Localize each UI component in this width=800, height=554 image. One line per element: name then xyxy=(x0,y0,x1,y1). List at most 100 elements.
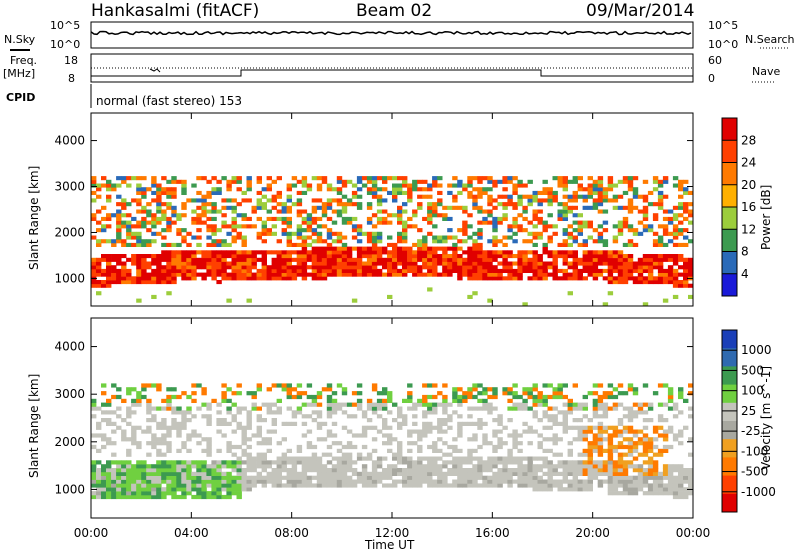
velocity-cell xyxy=(186,471,192,476)
power-cell xyxy=(447,183,453,188)
velocity-cell xyxy=(567,468,573,473)
velocity-cell xyxy=(131,425,137,430)
power-cell xyxy=(91,213,97,218)
velocity-cell xyxy=(547,394,553,400)
power-cell xyxy=(462,220,468,225)
velocity-cell xyxy=(321,475,328,480)
velocity-cell xyxy=(351,414,358,419)
power-cell xyxy=(106,261,112,266)
velocity-cell xyxy=(156,406,162,411)
velocity-cell xyxy=(146,491,152,496)
power-cell xyxy=(226,179,232,184)
power-cell xyxy=(532,257,538,262)
power-cell xyxy=(306,220,313,225)
power-cell xyxy=(141,205,147,210)
power-cell xyxy=(467,272,473,277)
power-cell xyxy=(512,183,518,188)
power-cell xyxy=(477,242,483,247)
power-cell xyxy=(457,268,463,273)
power-cell xyxy=(246,276,252,281)
power-cell xyxy=(457,254,463,259)
power-cell xyxy=(602,198,609,203)
power-cell xyxy=(612,261,619,266)
velocity-cell xyxy=(607,437,614,442)
power-cell xyxy=(517,228,523,233)
velocity-cell xyxy=(336,475,343,480)
power-cell xyxy=(351,246,358,251)
power-cell xyxy=(497,254,503,259)
power-cell xyxy=(683,190,689,195)
power-cell xyxy=(151,257,157,262)
power-cell xyxy=(121,220,127,225)
velocity-cell xyxy=(562,487,568,492)
power-cell xyxy=(346,216,353,221)
power-cell xyxy=(331,209,338,214)
power-cell xyxy=(497,250,503,255)
power-cell xyxy=(552,231,558,236)
power-cell xyxy=(417,265,423,270)
power-cell xyxy=(482,268,488,273)
power-cell xyxy=(582,250,588,255)
velocity-cell xyxy=(552,418,558,423)
power-cell xyxy=(376,235,383,240)
velocity-cell xyxy=(587,441,593,446)
velocity-cell xyxy=(412,475,418,480)
power-cell xyxy=(402,261,408,266)
velocity-cell xyxy=(402,483,408,488)
velocity-cell xyxy=(452,448,458,453)
velocity-cell xyxy=(622,429,629,434)
power-cell xyxy=(176,254,182,259)
power-cell xyxy=(191,198,197,203)
velocity-cell xyxy=(647,471,654,476)
velocity-cell xyxy=(191,429,197,434)
power-cell xyxy=(181,228,187,233)
velocity-cell xyxy=(241,429,247,434)
power-cell xyxy=(572,272,578,277)
power-cell xyxy=(161,235,167,240)
power-cell xyxy=(211,209,217,214)
power-cell xyxy=(266,272,272,277)
velocity-cell xyxy=(587,391,593,396)
velocity-cell xyxy=(447,425,453,430)
velocity-cell xyxy=(291,464,298,469)
power-cell xyxy=(371,250,378,255)
power-cell xyxy=(161,213,167,218)
power-ytick-label: 3000 xyxy=(54,180,85,194)
velocity-cell xyxy=(657,425,664,430)
velocity-cell xyxy=(126,421,132,426)
power-cell xyxy=(683,216,689,221)
velocity-cbar-segment xyxy=(722,457,737,477)
velocity-cell xyxy=(346,468,353,473)
velocity-cell xyxy=(537,394,543,400)
velocity-cell xyxy=(206,421,212,426)
power-cell xyxy=(517,202,523,207)
power-cell xyxy=(326,198,333,203)
velocity-cell xyxy=(186,491,192,496)
velocity-cell xyxy=(356,402,363,407)
velocity-cell xyxy=(642,448,649,453)
velocity-cell xyxy=(467,456,473,461)
velocity-cell xyxy=(291,468,298,473)
power-cell xyxy=(557,176,563,181)
power-cell xyxy=(271,268,277,273)
velocity-cell xyxy=(126,479,132,484)
power-cell xyxy=(141,265,147,270)
power-cell xyxy=(427,205,433,210)
velocity-cell xyxy=(577,402,583,407)
power-cell xyxy=(181,183,187,188)
velocity-cell xyxy=(331,475,338,480)
velocity-cell xyxy=(166,471,172,476)
power-cell xyxy=(206,257,212,262)
power-cell xyxy=(96,265,102,270)
velocity-cell xyxy=(422,414,428,419)
velocity-cell xyxy=(296,475,303,480)
velocity-cell xyxy=(246,456,252,461)
velocity-cell xyxy=(662,468,669,473)
power-cell xyxy=(191,254,197,259)
velocity-cell xyxy=(627,383,634,388)
power-cell xyxy=(336,254,343,259)
power-cell xyxy=(371,213,378,218)
velocity-cell xyxy=(296,444,303,450)
velocity-cell xyxy=(652,391,659,396)
